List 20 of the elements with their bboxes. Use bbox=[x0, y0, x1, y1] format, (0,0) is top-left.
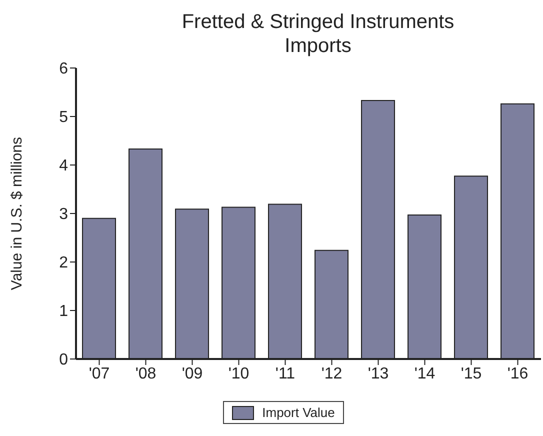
x-tick-label: '15 bbox=[460, 365, 482, 382]
y-tick-label: 2 bbox=[59, 254, 68, 272]
x-tick-label: '16 bbox=[507, 365, 528, 382]
y-tick-label: 4 bbox=[59, 158, 68, 175]
x-tick-label: '13 bbox=[368, 365, 389, 382]
y-tick-label: 3 bbox=[59, 206, 68, 224]
chart-title: Fretted & Stringed Instruments Imports bbox=[180, 10, 456, 59]
y-axis-title: Value in U.S. $ millions bbox=[8, 136, 26, 290]
x-tick-label: '10 bbox=[228, 365, 250, 382]
y-tick-label: 5 bbox=[59, 109, 68, 126]
x-tick-label: '08 bbox=[135, 365, 156, 382]
x-tick-label: '14 bbox=[414, 365, 436, 382]
y-tick-label: 6 bbox=[59, 60, 68, 78]
x-tick-label: '11 bbox=[275, 365, 296, 382]
y-tick-label: 0 bbox=[59, 352, 68, 369]
legend-label: Import Value bbox=[223, 401, 344, 424]
x-tick-label: '07 bbox=[88, 365, 110, 382]
x-tick-label: '09 bbox=[182, 365, 203, 382]
y-tick-label: 1 bbox=[59, 303, 68, 320]
x-tick-label: '12 bbox=[321, 365, 342, 382]
